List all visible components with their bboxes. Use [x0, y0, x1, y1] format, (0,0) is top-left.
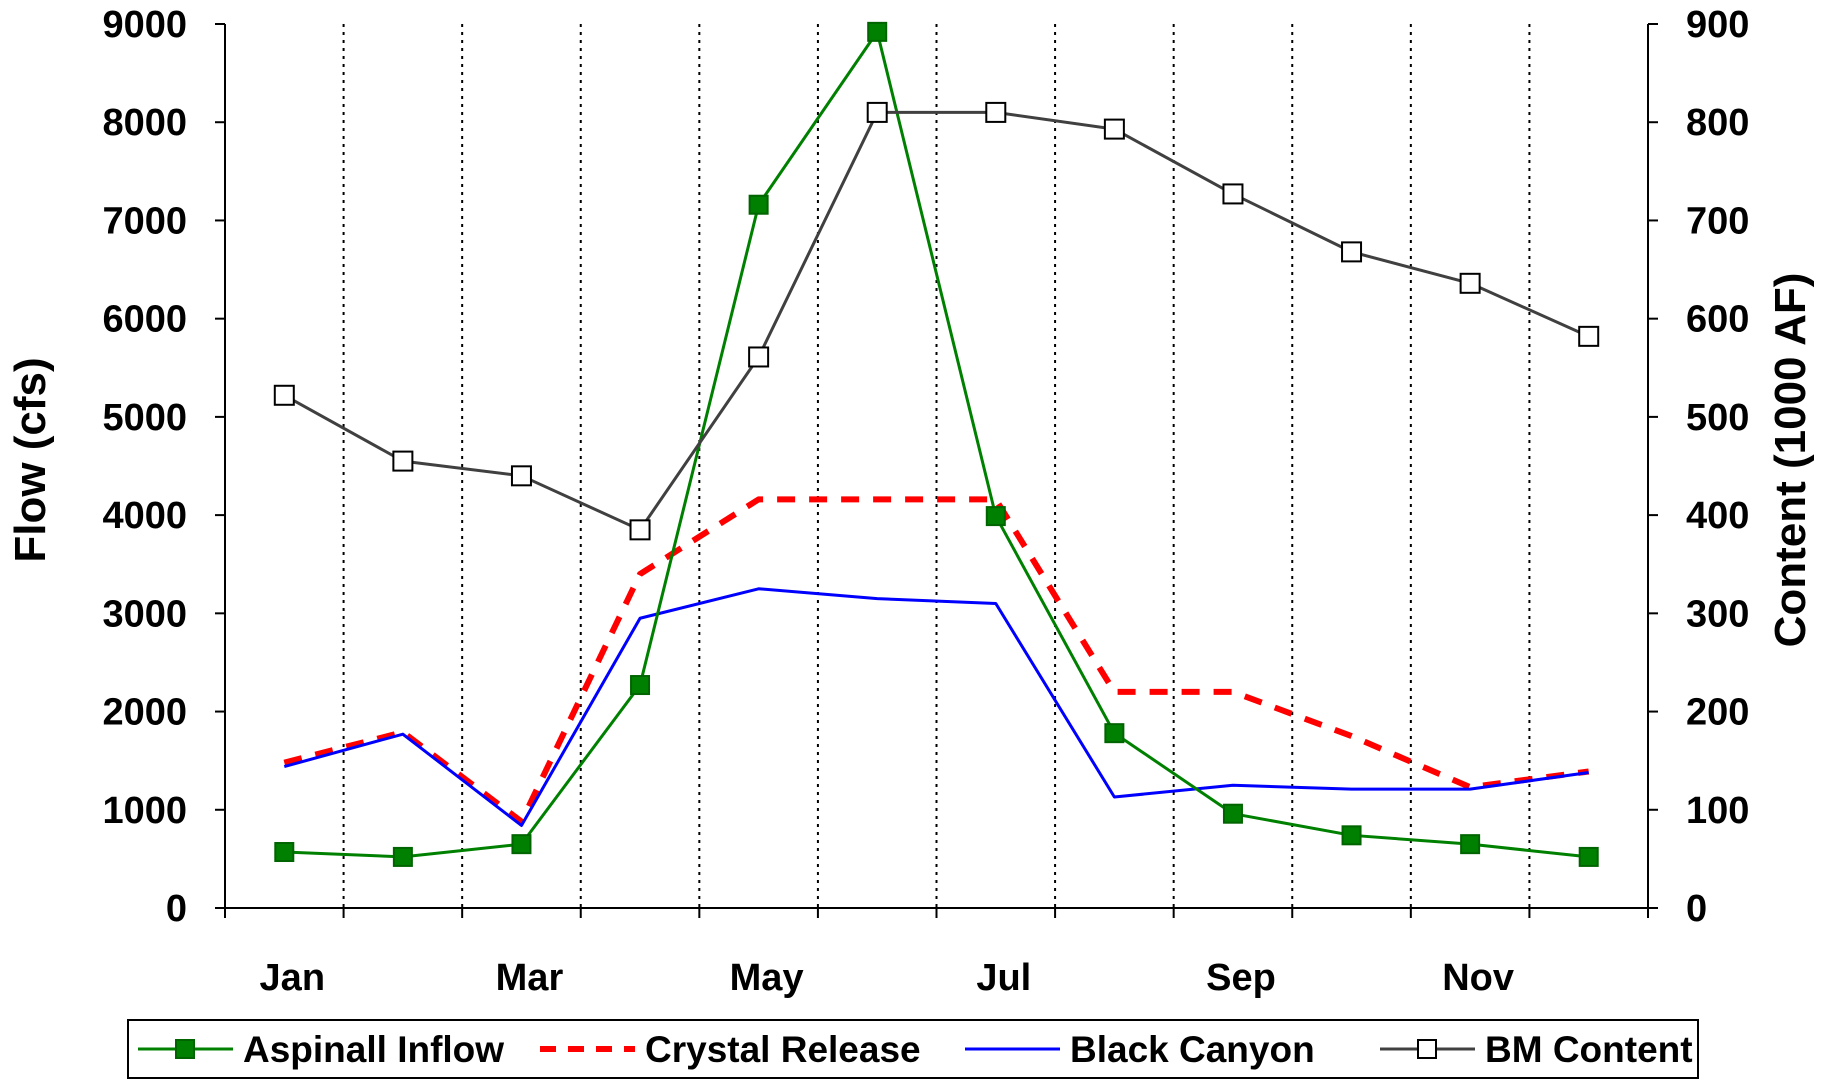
legend-marker	[1417, 1039, 1437, 1059]
left-y-tick-label: 8000	[102, 102, 187, 144]
series-line	[283, 496, 1590, 825]
x-tick-label: Jan	[260, 957, 325, 999]
right-y-tick-label: 400	[1686, 495, 1749, 537]
right-y-tick-label: 300	[1686, 593, 1749, 635]
data-point	[510, 465, 532, 487]
left-y-tick-label: 1000	[102, 790, 187, 832]
right-y-tick-label: 700	[1686, 200, 1749, 242]
legend-label: BM Content	[1485, 1029, 1693, 1070]
right-y-tick-label: 800	[1686, 102, 1749, 144]
right-y-tick-label: 0	[1686, 888, 1707, 930]
right-y-tick-label: 900	[1686, 4, 1749, 46]
legend-label: Crystal Release	[645, 1029, 921, 1070]
data-point	[1222, 183, 1244, 205]
data-point	[866, 101, 888, 123]
data-point	[1222, 803, 1243, 824]
left-y-tick-label: 6000	[102, 299, 187, 341]
legend-item: Crystal Release	[540, 1029, 921, 1070]
left-y-tick-label: 9000	[102, 4, 187, 46]
x-tick-label: May	[730, 957, 804, 999]
data-point	[1459, 272, 1481, 294]
x-tick-label: Mar	[496, 957, 564, 999]
x-tick-label: Jul	[976, 957, 1031, 999]
series-line	[283, 110, 1590, 532]
data-point	[1578, 846, 1599, 867]
series-line	[283, 587, 1589, 827]
data-point	[985, 506, 1006, 527]
axes	[215, 23, 1658, 918]
right-y-tick-label: 100	[1686, 790, 1749, 832]
data-point	[392, 450, 414, 472]
data-point	[1103, 118, 1125, 140]
series-crystal-release	[283, 496, 1590, 825]
legend-label: Black Canyon	[1070, 1029, 1315, 1070]
left-y-tick-label: 4000	[102, 495, 187, 537]
right-axis-title: Content (1000 AF)	[1766, 273, 1815, 648]
series	[273, 21, 1600, 867]
legend-marker	[175, 1039, 195, 1059]
data-point	[985, 101, 1007, 123]
grid-lines	[342, 24, 1531, 908]
legend: Aspinall Inflow Crystal Release Black Cany…	[127, 1019, 1699, 1079]
left-y-tick-label: 7000	[102, 200, 187, 242]
legend-item: Black Canyon	[965, 1029, 1315, 1070]
data-point	[274, 842, 295, 863]
x-tick-label: Sep	[1206, 957, 1276, 999]
series-line	[284, 30, 1589, 859]
legend-label: Aspinall Inflow	[243, 1029, 504, 1070]
data-point	[1341, 825, 1362, 846]
data-point	[629, 519, 651, 541]
series-black-canyon	[283, 587, 1589, 827]
data-point	[273, 384, 295, 406]
left-y-tick-label: 2000	[102, 692, 187, 734]
right-y-tick-label: 600	[1686, 299, 1749, 341]
legend-item: Aspinall Inflow	[138, 1029, 504, 1070]
data-point	[748, 194, 769, 215]
data-point	[1460, 834, 1481, 855]
left-axis-title: Flow (cfs)	[6, 357, 55, 562]
x-tick-labels: Jan Mar May Jul Sep Nov	[260, 957, 1514, 999]
right-y-tick-label: 200	[1686, 692, 1749, 734]
right-y-tick-label: 500	[1686, 397, 1749, 439]
data-point	[1578, 325, 1600, 347]
left-y-tick-labels: 0 1000 2000 3000 4000 5000 6000 7000 8000 9000	[102, 4, 187, 930]
data-point	[867, 21, 888, 42]
left-y-tick-label: 3000	[102, 593, 187, 635]
left-y-tick-label: 0	[166, 888, 187, 930]
series-aspinall-inflow	[274, 21, 1599, 867]
data-point	[630, 675, 651, 696]
right-y-tick-labels: 0 100 200 300 400 500 600 700 800 900	[1686, 4, 1749, 930]
x-tick-label: Nov	[1442, 957, 1514, 999]
data-point	[392, 846, 413, 867]
legend-item: BM Content	[1380, 1029, 1693, 1070]
data-point	[1341, 241, 1363, 263]
series-bm-content	[273, 101, 1600, 541]
data-point	[1104, 723, 1125, 744]
data-point	[748, 346, 770, 368]
data-point	[511, 834, 532, 855]
left-y-tick-label: 5000	[102, 397, 187, 439]
